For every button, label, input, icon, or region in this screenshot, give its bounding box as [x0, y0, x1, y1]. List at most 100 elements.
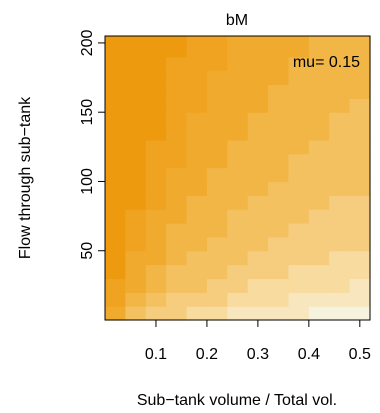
heatmap-cell: [227, 139, 249, 155]
heatmap-cell: [268, 236, 290, 252]
heatmap-cell: [206, 167, 228, 183]
heatmap-cell: [166, 292, 188, 307]
heatmap-cell: [288, 42, 310, 58]
heatmap-cell: [186, 153, 208, 169]
heatmap-cell: [105, 139, 126, 155]
heatmap-cell: [268, 42, 290, 58]
heatmap-cell: [268, 292, 290, 307]
heatmap-cell: [288, 139, 310, 155]
heatmap-cell: [308, 292, 330, 307]
heatmap-cell: [206, 264, 228, 280]
heatmap-cell: [105, 223, 126, 238]
heatmap-cell: [105, 42, 126, 58]
heatmap-cell: [247, 181, 269, 196]
heatmap-cell: [349, 264, 371, 280]
heatmap-cell: [349, 112, 371, 127]
heatmap-cell: [227, 236, 249, 252]
heatmap-cell: [308, 223, 330, 238]
heatmap-cell: [186, 36, 208, 44]
heatmap-cell: [166, 84, 188, 99]
heatmap-cell: [288, 167, 310, 183]
heatmap-cell: [186, 292, 208, 307]
heatmap-cell: [227, 306, 249, 321]
chart-title: bM: [226, 12, 248, 29]
heatmap-cell: [186, 42, 208, 58]
heatmap-cell: [206, 98, 228, 113]
heatmap-cell: [186, 250, 208, 266]
heatmap-cell: [308, 153, 330, 169]
heatmap-cell: [247, 306, 269, 321]
heatmap-cell: [227, 292, 249, 307]
heatmap-cell: [247, 209, 269, 224]
heatmap-cell: [349, 250, 371, 266]
heatmap-cell: [329, 167, 351, 183]
heatmap-cell: [105, 70, 126, 86]
y-tick-label: 50: [79, 242, 96, 260]
heatmap-cell: [288, 98, 310, 113]
heatmap-cell: [206, 278, 228, 293]
heatmap-cell: [105, 195, 126, 210]
heatmap-cell: [288, 264, 310, 280]
heatmap-cell: [247, 264, 269, 280]
heatmap-cell: [145, 167, 167, 183]
heatmap-cell: [288, 236, 310, 252]
heatmap-cell: [186, 264, 208, 280]
x-tick-label: 0.4: [298, 346, 320, 363]
plot-frame: [104, 35, 371, 321]
x-tick-label: 0.1: [145, 346, 167, 363]
heatmap-cell: [206, 153, 228, 169]
heatmap-cell: [166, 223, 188, 238]
heatmap-cell: [349, 98, 371, 113]
heatmap-cell: [166, 167, 188, 183]
heatmap-cell: [105, 181, 126, 196]
heatmap-cell: [349, 223, 371, 238]
heatmap-cell: [166, 278, 188, 293]
heatmap-cell: [227, 70, 249, 86]
x-tick-label: 0.5: [349, 346, 371, 363]
heatmap-cell: [105, 84, 126, 99]
heatmap-cell: [145, 153, 167, 169]
heatmap-cell: [145, 126, 167, 141]
heatmap-cell: [125, 139, 147, 155]
heatmap-cell: [145, 236, 167, 252]
heatmap-cell: [227, 181, 249, 196]
heatmap-cell: [227, 167, 249, 183]
heatmap-cell: [166, 250, 188, 266]
heatmap-cell: [166, 236, 188, 252]
heatmap-cell: [166, 56, 188, 72]
heatmap-cell: [329, 195, 351, 210]
heatmap-cell: [268, 139, 290, 155]
heatmap-cell: [329, 223, 351, 238]
heatmap-cell: [329, 264, 351, 280]
heatmap-cell: [227, 112, 249, 127]
heatmap-cell: [145, 42, 167, 58]
heatmap-cell: [247, 70, 269, 86]
heatmap-cell: [145, 112, 167, 127]
heatmap-cell: [227, 264, 249, 280]
heatmap-cell: [145, 306, 167, 321]
heatmap-cell: [145, 195, 167, 210]
heatmap-cell: [145, 139, 167, 155]
heatmap-cell: [125, 84, 147, 99]
heatmap-cell: [308, 56, 330, 72]
heatmap-cell: [308, 139, 330, 155]
heatmap-cell: [308, 84, 330, 99]
heatmap-cell: [105, 250, 126, 266]
heatmap-cell: [288, 36, 310, 44]
heatmap-cell: [247, 250, 269, 266]
x-axis-label: Sub−tank volume / Total vol.: [137, 392, 337, 409]
heatmap-cell: [206, 42, 228, 58]
heatmap-cell: [166, 42, 188, 58]
heatmap-cell: [308, 209, 330, 224]
heatmap-cell: [288, 223, 310, 238]
heatmap-cell: [105, 36, 126, 44]
heatmap-cell: [105, 278, 126, 293]
heatmap-cell: [206, 70, 228, 86]
x-tick-label: 0.2: [196, 346, 218, 363]
heatmap-cell: [105, 167, 126, 183]
heatmap-cell: [186, 195, 208, 210]
heatmap-cell: [329, 84, 351, 99]
heatmap-cell: [247, 236, 269, 252]
heatmap-cell: [268, 70, 290, 86]
